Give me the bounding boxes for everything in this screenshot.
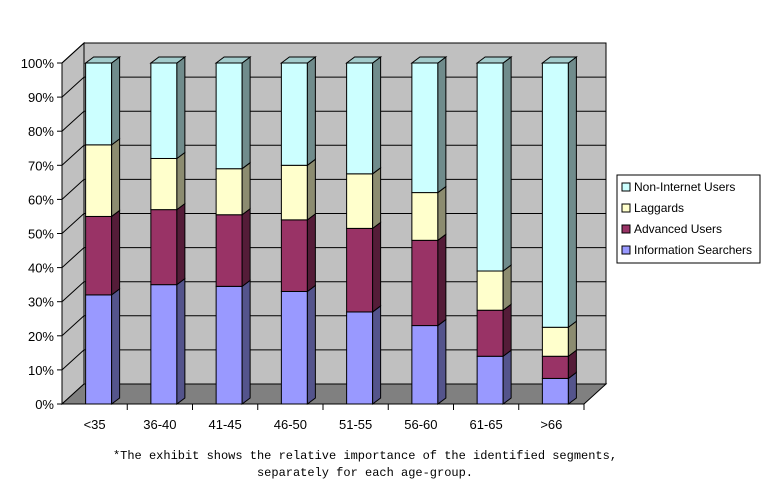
x-tick-label: 56-60: [404, 417, 437, 432]
bar-segment: [346, 221, 382, 313]
caption-line-2: separately for each age-group.: [256, 466, 474, 480]
bar-segment: [346, 304, 382, 405]
bar-segment: [411, 185, 447, 242]
bar-segment: [540, 56, 578, 329]
bar-segment: [85, 137, 121, 218]
bar-segment: [541, 371, 577, 405]
x-tick-label: 51-55: [339, 417, 372, 432]
legend-swatch: [621, 224, 631, 234]
legend-entry: Laggards: [621, 201, 684, 215]
y-tick-label: 80%: [28, 124, 54, 139]
bar-segment: [150, 202, 186, 286]
y-tick-label: 70%: [28, 158, 54, 173]
y-tick-label: 20%: [28, 329, 54, 344]
bar-segment: [84, 56, 122, 146]
x-tick-label: <35: [84, 417, 106, 432]
legend-swatch: [621, 182, 631, 192]
bar-segment: [410, 56, 448, 194]
bar-segment: [280, 158, 316, 221]
legend-label: Advanced Users: [634, 222, 722, 236]
bar-segment: [411, 318, 447, 405]
y-tick-label: 90%: [28, 90, 54, 105]
bar-segment: [476, 264, 512, 312]
bar-segment: [476, 303, 512, 358]
bar-segment: [215, 161, 251, 216]
legend-swatch: [621, 203, 631, 213]
legend-label: Information Searchers: [634, 243, 752, 257]
chart-bars: [84, 56, 578, 405]
chart-caption: *The exhibit shows the relative importan…: [0, 448, 730, 482]
legend-entry: Information Searchers: [621, 243, 752, 257]
y-tick-label: 0%: [35, 397, 54, 412]
legend-label: Laggards: [634, 201, 684, 215]
bar-segment: [215, 207, 251, 288]
bar-segment: [411, 233, 447, 327]
bar-segment: [214, 56, 252, 170]
x-tick-label: 46-50: [274, 417, 307, 432]
y-tick-label: 40%: [28, 261, 54, 276]
bar-segment: [475, 56, 513, 273]
bar-segment: [280, 284, 316, 405]
y-tick-label: 30%: [28, 295, 54, 310]
bar-segment: [346, 166, 382, 230]
bar-segment: [150, 151, 186, 211]
x-tick-label: 41-45: [209, 417, 242, 432]
legend-entry: Non-Internet Users: [621, 180, 735, 194]
x-tick-label: >66: [540, 417, 562, 432]
x-tick-label: 36-40: [143, 417, 176, 432]
bar-segment: [85, 209, 121, 296]
bar-segment: [150, 277, 186, 405]
legend-entry: Advanced Users: [621, 222, 722, 236]
gridline: [61, 42, 606, 64]
bar-segment: [279, 56, 317, 167]
bar-segment: [85, 287, 121, 405]
bar-segment: [345, 56, 383, 175]
caption-line-1: *The exhibit shows the relative importan…: [112, 449, 618, 463]
y-tick-label: 50%: [28, 227, 54, 242]
bar-segment: [280, 212, 316, 293]
legend: Non-Internet Users Laggards Advanced Users…: [616, 174, 761, 264]
legend-label: Non-Internet Users: [634, 180, 735, 194]
bar-segment: [215, 279, 251, 405]
bar-segment: [476, 349, 512, 405]
y-tick-label: 10%: [28, 363, 54, 378]
floor: [60, 383, 608, 405]
bar-segment: [149, 56, 187, 160]
x-tick-label: 61-65: [470, 417, 503, 432]
legend-swatch: [621, 245, 631, 255]
y-axis-tick-labels: 0% 10% 20% 30% 40% 50% 60% 70% 80% 90% 100%: [21, 56, 55, 412]
y-tick-label: 100%: [21, 56, 55, 71]
y-tick-label: 60%: [28, 192, 54, 207]
x-axis-tick-labels: <35 36-40 41-45 46-50 51-55 56-60 61-65 >66: [84, 417, 563, 432]
legend-box: [616, 174, 761, 264]
